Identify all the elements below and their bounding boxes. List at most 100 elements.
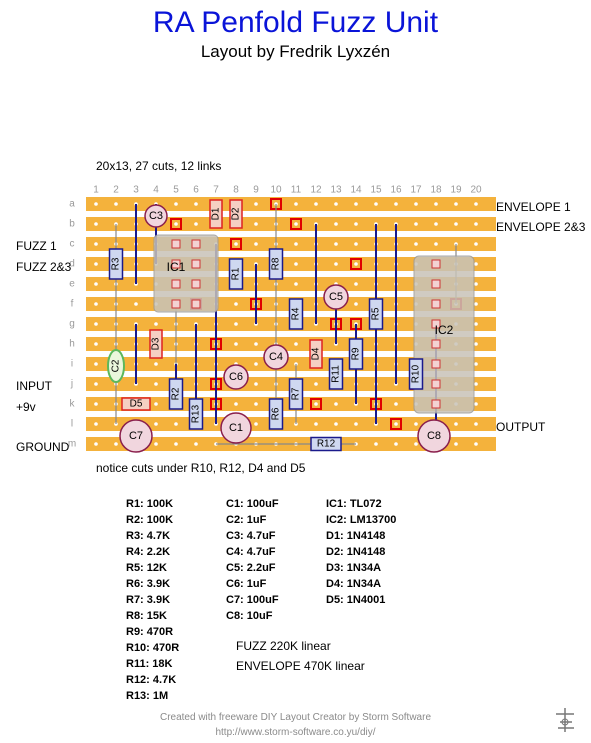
column-number: 7 (213, 185, 219, 196)
strip-hole (474, 402, 478, 406)
strip-hole (474, 442, 478, 446)
bom-item: D5: 1N4001 (326, 594, 386, 606)
row-letter: g (69, 319, 75, 330)
diode-body (309, 339, 323, 369)
capacitor-body (323, 284, 349, 310)
resistor-body (108, 248, 124, 280)
strip-hole (354, 222, 358, 226)
label-input: INPUT (16, 379, 52, 393)
resistor-label: R12 (317, 439, 336, 450)
strip-hole (94, 382, 98, 386)
column-number: 16 (390, 185, 402, 196)
row-letter: i (71, 359, 73, 370)
column-number: 4 (153, 185, 159, 196)
strip-hole (394, 202, 398, 206)
resistor-label: R9 (351, 347, 362, 360)
bom-item: R12: 4.7K (126, 674, 177, 686)
ic1-pin (171, 239, 181, 249)
strip-hole (254, 242, 258, 246)
strip-hole (254, 342, 258, 346)
resistor-label: R5 (371, 307, 382, 320)
diode-body (149, 329, 163, 359)
diode-label: D4 (311, 347, 322, 360)
strip-hole (94, 262, 98, 266)
strip-hole (474, 322, 478, 326)
column-number: 9 (253, 185, 259, 196)
bom-item: IC2: LM13700 (326, 514, 397, 526)
ic2-pin (431, 339, 441, 349)
column-number: 8 (233, 185, 239, 196)
diode-label: D2 (231, 207, 242, 220)
capacitor-label: C8 (427, 430, 441, 442)
diode-label: D1 (211, 207, 222, 220)
strip-hole (474, 382, 478, 386)
bom-item: D1: 1N4148 (326, 530, 386, 542)
bom-item: C4: 4.7uF (226, 546, 276, 558)
strip-hole (454, 202, 458, 206)
capacitor-label: C7 (129, 430, 143, 442)
label-envelope-2-3: ENVELOPE 2&3 (496, 220, 586, 234)
strip-hole (294, 342, 298, 346)
resistor-label: R8 (271, 257, 282, 270)
row-letter: f (71, 299, 74, 310)
strip-hole (474, 282, 478, 286)
resistor-body (368, 298, 384, 330)
footer-url[interactable]: http://www.storm-software.co.yu/diy/ (215, 727, 376, 738)
strip-hole (474, 362, 478, 366)
bom-item: R3: 4.7K (126, 530, 171, 542)
bom-item: C8: 10uF (226, 610, 273, 622)
copper-strip (86, 417, 496, 431)
row-letter: k (70, 399, 76, 410)
strip-hole (94, 322, 98, 326)
label-9v: +9v (16, 400, 36, 414)
strip-hole (234, 322, 238, 326)
column-number: 5 (173, 185, 179, 196)
strip-hole (414, 422, 418, 426)
strip-hole (194, 442, 198, 446)
strip-hole (154, 402, 158, 406)
strip-hole (334, 242, 338, 246)
column-number: 11 (291, 185, 302, 196)
resistor-body (268, 248, 284, 280)
strip-hole (94, 402, 98, 406)
column-number: 12 (310, 185, 322, 196)
strip-hole (474, 422, 478, 426)
capacitor-body (417, 419, 451, 453)
strip-hole (94, 342, 98, 346)
label-ground: GROUND (16, 440, 70, 454)
resistor-label: R11 (331, 365, 342, 383)
circuit-logo-icon (556, 708, 574, 732)
resistor-body (268, 398, 284, 430)
row-letter: b (69, 219, 75, 230)
strip-hole (94, 362, 98, 366)
bom-item: IC1: TL072 (326, 498, 382, 510)
diode-body (209, 199, 223, 229)
strip-hole (174, 442, 178, 446)
strip-hole (234, 402, 238, 406)
strip-hole (454, 442, 458, 446)
strip-hole (294, 222, 298, 226)
strip-cut (230, 238, 242, 250)
resistor-label: R2 (171, 387, 182, 400)
strip-hole (334, 422, 338, 426)
strip-cut (350, 258, 362, 270)
resistor-body (348, 338, 364, 370)
label-envelope-1: ENVELOPE 1 (496, 200, 571, 214)
row-letter: h (69, 339, 75, 350)
bom-item: C3: 4.7uF (226, 530, 276, 542)
capacitor-body (220, 412, 252, 444)
ic2-pin (431, 319, 441, 329)
bom-item: R1: 100K (126, 498, 174, 510)
strip-hole (294, 242, 298, 246)
strip-hole (154, 322, 158, 326)
ic2-pin (431, 279, 441, 289)
bom-resistors: R1: 100K R2: 100K R3: 4.7K R4: 2.2K R5: … (126, 496, 179, 704)
diode-body (121, 397, 151, 411)
strip-hole (334, 202, 338, 206)
strip-hole (334, 402, 338, 406)
resistor-label: R13 (191, 404, 202, 423)
resistor-body (228, 258, 244, 290)
strip-hole (154, 442, 158, 446)
ic2-pin (431, 259, 441, 269)
page-subtitle: Layout by Fredrik Lyxzén (200, 42, 391, 61)
